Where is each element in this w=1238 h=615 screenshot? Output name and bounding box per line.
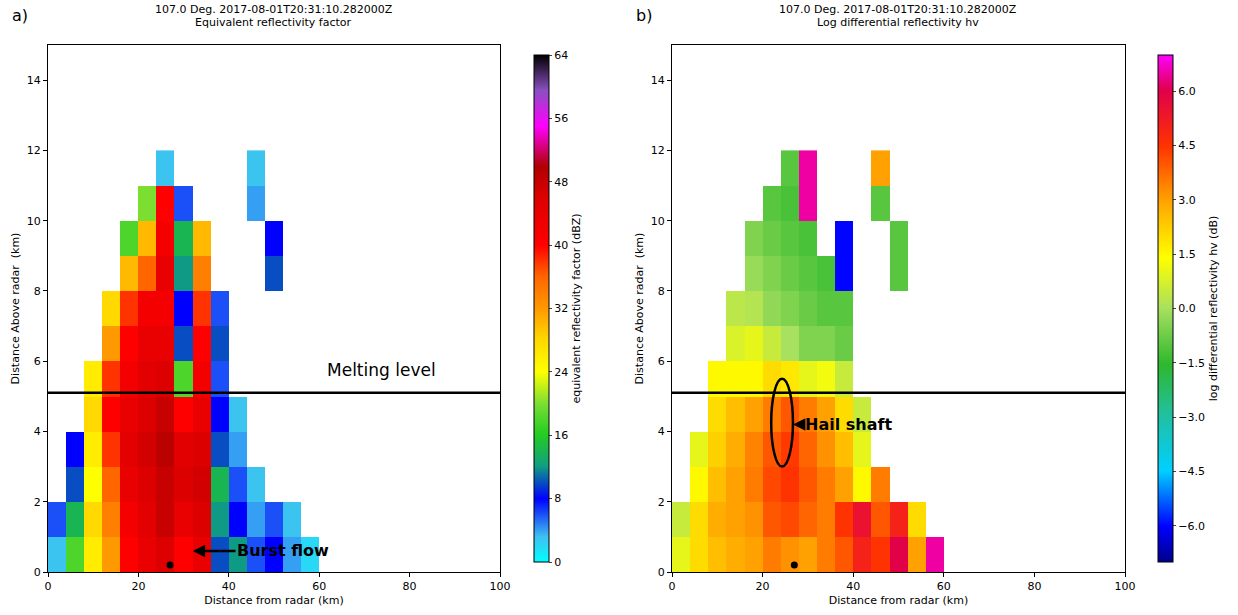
svg-text:−1.5: −1.5 bbox=[1178, 357, 1205, 370]
svg-text:60: 60 bbox=[937, 580, 951, 593]
svg-text:20: 20 bbox=[756, 580, 770, 593]
svg-text:1.5: 1.5 bbox=[1178, 248, 1196, 261]
svg-text:6: 6 bbox=[34, 355, 41, 368]
svg-text:48: 48 bbox=[554, 176, 568, 189]
svg-text:Distance from radar (km): Distance from radar (km) bbox=[204, 594, 343, 607]
svg-text:3.0: 3.0 bbox=[1178, 194, 1196, 207]
svg-text:0: 0 bbox=[45, 580, 52, 593]
svg-text:16: 16 bbox=[554, 429, 568, 442]
svg-text:10: 10 bbox=[27, 215, 41, 228]
svg-text:Distance Above radar (km): Distance Above radar (km) bbox=[633, 233, 646, 385]
svg-text:0: 0 bbox=[658, 566, 665, 579]
svg-text:2: 2 bbox=[658, 496, 665, 509]
svg-text:−4.5: −4.5 bbox=[1178, 465, 1205, 478]
svg-text:Equivalent reflectivity factor: Equivalent reflectivity factor bbox=[195, 16, 352, 29]
svg-text:Log differential reflectivity: Log differential reflectivity hv bbox=[817, 16, 979, 29]
svg-text:40: 40 bbox=[222, 580, 236, 593]
svg-text:56: 56 bbox=[554, 112, 568, 125]
svg-text:Distance Above radar (km): Distance Above radar (km) bbox=[9, 233, 22, 385]
svg-text:−3.0: −3.0 bbox=[1178, 411, 1205, 424]
svg-text:8: 8 bbox=[554, 492, 561, 505]
svg-text:Melting level: Melting level bbox=[327, 360, 436, 380]
svg-text:40: 40 bbox=[846, 580, 860, 593]
svg-text:12: 12 bbox=[27, 144, 41, 157]
svg-text:10: 10 bbox=[651, 215, 665, 228]
svg-text:12: 12 bbox=[651, 144, 665, 157]
svg-text:32: 32 bbox=[554, 302, 568, 315]
svg-text:equivalent reflectivity factor: equivalent reflectivity factor (dBZ) bbox=[570, 213, 583, 403]
svg-text:40: 40 bbox=[554, 239, 568, 252]
svg-text:80: 80 bbox=[403, 580, 417, 593]
svg-text:6.0: 6.0 bbox=[1178, 85, 1196, 98]
svg-text:100: 100 bbox=[490, 580, 511, 593]
svg-text:0: 0 bbox=[669, 580, 676, 593]
svg-text:−6.0: −6.0 bbox=[1178, 520, 1205, 533]
svg-text:107.0 Deg. 2017-08-01T20:31:10: 107.0 Deg. 2017-08-01T20:31:10.282000Z bbox=[779, 3, 1017, 16]
svg-text:4: 4 bbox=[34, 425, 41, 438]
svg-text:0: 0 bbox=[34, 566, 41, 579]
svg-text:100: 100 bbox=[1115, 580, 1136, 593]
svg-text:Hail shaft: Hail shaft bbox=[805, 415, 892, 434]
svg-text:6: 6 bbox=[658, 355, 665, 368]
svg-text:60: 60 bbox=[312, 580, 326, 593]
svg-text:log differential reflectivity: log differential reflectivity hv (dB) bbox=[1207, 216, 1220, 401]
svg-text:14: 14 bbox=[27, 74, 41, 87]
svg-text:a): a) bbox=[12, 6, 28, 25]
svg-text:80: 80 bbox=[1027, 580, 1041, 593]
svg-text:4.5: 4.5 bbox=[1178, 139, 1196, 152]
svg-text:0: 0 bbox=[554, 556, 561, 569]
svg-text:8: 8 bbox=[34, 285, 41, 298]
svg-text:b): b) bbox=[636, 6, 652, 25]
svg-text:2: 2 bbox=[34, 496, 41, 509]
svg-text:Burst flow: Burst flow bbox=[237, 541, 329, 560]
svg-text:20: 20 bbox=[131, 580, 145, 593]
svg-text:24: 24 bbox=[554, 366, 568, 379]
svg-text:4: 4 bbox=[658, 425, 665, 438]
svg-text:14: 14 bbox=[651, 74, 665, 87]
svg-text:0.0: 0.0 bbox=[1178, 302, 1196, 315]
svg-text:64: 64 bbox=[554, 49, 568, 62]
svg-text:8: 8 bbox=[658, 285, 665, 298]
svg-text:Distance from radar (km): Distance from radar (km) bbox=[829, 594, 968, 607]
svg-text:107.0 Deg. 2017-08-01T20:31:10: 107.0 Deg. 2017-08-01T20:31:10.282000Z bbox=[155, 3, 393, 16]
